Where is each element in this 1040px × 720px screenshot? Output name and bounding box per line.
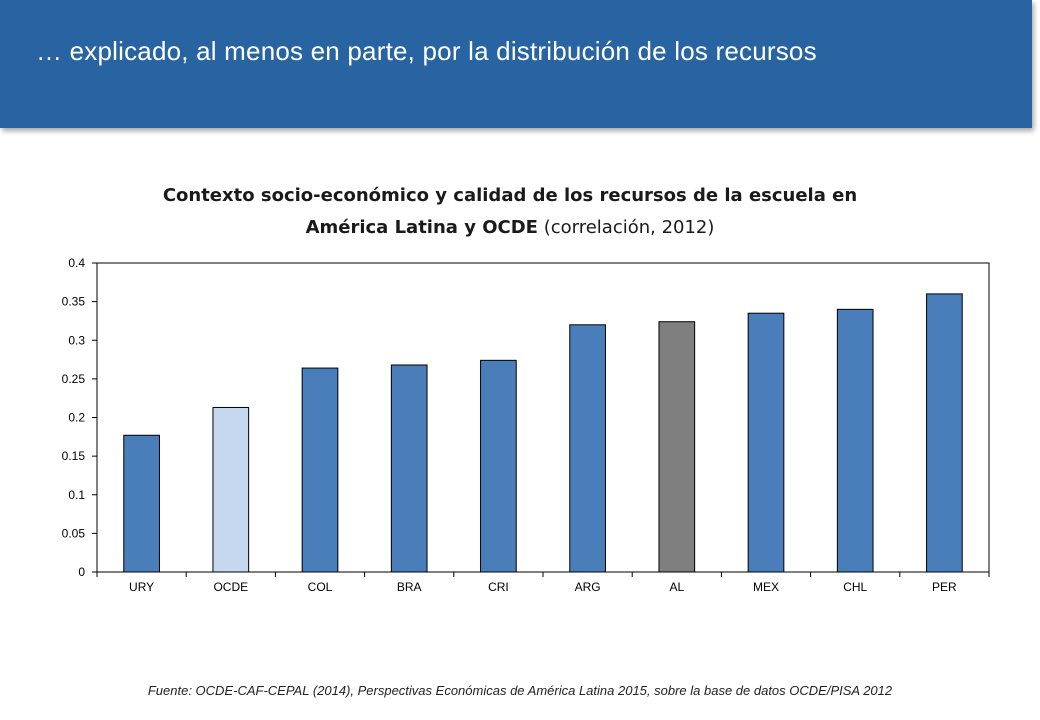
y-tick-label: 0.05 <box>62 526 86 540</box>
y-tick-label: 0.2 <box>68 411 85 425</box>
x-tick-label: URY <box>129 580 154 594</box>
x-tick-label: BRA <box>397 580 422 594</box>
x-tick-label: MEX <box>753 580 779 594</box>
bar-per <box>926 293 963 573</box>
bar-ocde <box>212 406 250 573</box>
source-note: Fuente: OCDE-CAF-CEPAL (2014), Perspecti… <box>147 683 893 698</box>
bar-ury <box>123 434 160 573</box>
bar-cri <box>480 359 517 573</box>
chart-title-line2: América Latina y OCDE (correlación, 2012… <box>0 212 1020 244</box>
chart-title-line1: Contexto socio-económico y calidad de lo… <box>162 185 858 206</box>
x-tick-label: AL <box>669 580 684 594</box>
y-tick-label: 0.25 <box>62 372 86 386</box>
bar-mex <box>747 312 785 573</box>
x-tick-label: PER <box>932 580 957 594</box>
chart-title-normal: (correlación, 2012) <box>537 217 715 238</box>
y-tick-label: 0.15 <box>62 449 86 463</box>
x-tick-label: ARG <box>575 580 601 594</box>
x-tick-label: CRI <box>488 580 509 594</box>
y-tick-label: 0 <box>78 565 85 579</box>
y-tick-label: 0.1 <box>68 488 85 502</box>
y-tick-label: 0.3 <box>68 333 85 347</box>
y-tick-label: 0.4 <box>68 256 85 270</box>
slide-title: … explicado, al menos en parte, por la d… <box>36 36 817 66</box>
y-tick-label: 0.35 <box>62 295 86 309</box>
x-tick-label: COL <box>308 580 333 594</box>
chart-title: Contexto socio-económico y calidad de lo… <box>0 180 1020 244</box>
header-banner: … explicado, al menos en parte, por la d… <box>0 0 1032 128</box>
bar-col <box>301 367 339 573</box>
x-tick-label: OCDE <box>213 580 248 594</box>
bar-al <box>658 321 696 573</box>
bar-chl <box>836 308 874 573</box>
bar-bra <box>390 364 428 573</box>
bar-arg <box>569 324 606 573</box>
x-tick-label: CHL <box>843 580 867 594</box>
chart-title-bold: América Latina y OCDE <box>305 217 538 238</box>
